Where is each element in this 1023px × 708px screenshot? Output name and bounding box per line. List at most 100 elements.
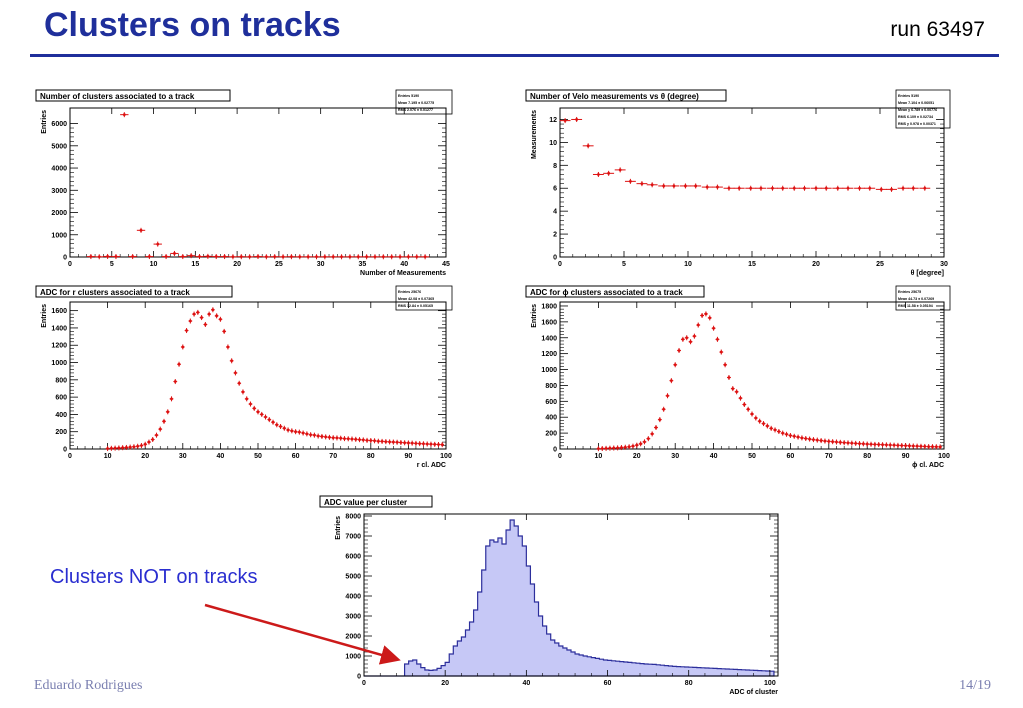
data-point: [406, 440, 411, 446]
point-marker: [136, 444, 140, 448]
data-point: [792, 433, 797, 439]
point-marker: [915, 444, 919, 448]
point-marker: [908, 444, 911, 448]
point-marker: [298, 255, 302, 259]
point-marker: [865, 442, 869, 446]
y-tick-label: 6000: [51, 121, 67, 128]
data-point: [669, 378, 674, 384]
point-marker: [234, 371, 237, 375]
x-tick-label: 30: [317, 261, 325, 268]
x-axis-label: r cl. ADC: [417, 462, 446, 469]
data-point: [414, 440, 418, 446]
point-marker: [188, 319, 192, 323]
point-marker: [716, 337, 719, 341]
stats-rms: RMS 11.58 ± 0.05194: [898, 304, 933, 308]
point-marker: [693, 334, 696, 338]
data-point: [331, 435, 336, 441]
y-tick-label: 1000: [51, 360, 67, 367]
point-marker: [696, 323, 700, 327]
point-marker: [346, 437, 350, 441]
data-point: [308, 432, 313, 438]
point-marker: [376, 439, 380, 443]
data-point: [799, 185, 810, 191]
point-marker: [143, 442, 147, 446]
data-point: [834, 439, 839, 445]
x-axis-label: ϕ cl. ADC: [912, 462, 944, 469]
data-point: [387, 254, 396, 260]
x-tick-label: 0: [68, 453, 72, 460]
data-point: [402, 440, 407, 446]
data-point: [237, 254, 246, 260]
data-point: [329, 254, 338, 260]
data-point: [823, 438, 827, 444]
point-marker: [604, 446, 608, 450]
y-tick-label: 600: [55, 395, 67, 402]
data-point: [186, 253, 196, 259]
data-point: [262, 254, 271, 260]
x-tick-label: 80: [863, 453, 871, 460]
point-marker: [271, 420, 275, 424]
point-marker: [575, 118, 579, 121]
data-point: [784, 431, 789, 437]
point-marker: [156, 242, 160, 246]
data-point: [745, 185, 757, 191]
point-marker: [850, 441, 854, 445]
data-point: [842, 440, 847, 446]
x-tick-label: 10: [150, 261, 158, 268]
point-marker: [785, 432, 788, 436]
point-marker: [395, 440, 399, 444]
point-marker: [911, 186, 915, 190]
data-points: [559, 116, 931, 192]
data-point: [757, 418, 762, 424]
data-point: [229, 358, 234, 364]
data-point: [228, 254, 238, 260]
point-marker: [896, 443, 900, 447]
data-point: [592, 171, 604, 177]
point-marker: [203, 323, 207, 326]
data-point: [807, 436, 812, 442]
data-point: [692, 333, 697, 339]
point-marker: [654, 426, 658, 429]
data-point: [169, 396, 174, 402]
point-marker: [331, 436, 335, 440]
data-point: [180, 344, 185, 350]
data-point: [819, 438, 824, 444]
x-tick-label: 20: [233, 261, 241, 268]
data-point: [354, 254, 363, 260]
stats-box: Entries 5190 Mean 7.104 ± 0.06051 Mean y 6…: [895, 89, 951, 129]
point-marker: [705, 185, 709, 189]
point-marker: [252, 406, 256, 410]
data-point: [767, 185, 778, 191]
point-marker: [219, 317, 222, 321]
point-marker: [704, 312, 708, 316]
data-point: [293, 429, 298, 435]
point-marker: [173, 380, 177, 383]
data-point: [338, 435, 343, 441]
x-tick-label: 90: [405, 453, 413, 460]
y-tick-label: 1400: [541, 335, 557, 342]
data-point: [761, 421, 766, 427]
point-marker: [390, 255, 394, 259]
stats-rms: RMS 6.109 ± 0.02734: [898, 115, 933, 119]
x-tick-label: 10: [595, 453, 603, 460]
data-point: [680, 336, 685, 342]
point-marker: [842, 441, 846, 445]
y-tick-label: 800: [545, 383, 557, 390]
x-tick-label: 10: [104, 453, 112, 460]
data-point: [274, 422, 279, 428]
point-marker: [650, 432, 654, 436]
point-marker: [777, 430, 781, 433]
data-point: [372, 438, 377, 444]
data-point: [165, 409, 170, 415]
point-marker: [281, 255, 285, 259]
stats-rms: RMS 12.84 ± 0.05165: [398, 304, 433, 308]
data-point: [842, 185, 854, 191]
data-point: [305, 431, 309, 437]
point-marker: [170, 397, 173, 401]
data-point: [195, 309, 200, 315]
data-point: [203, 253, 213, 259]
x-tick-label: 10: [684, 261, 692, 268]
point-marker: [398, 255, 402, 259]
data-point: [178, 254, 187, 260]
point-marker: [140, 444, 143, 447]
